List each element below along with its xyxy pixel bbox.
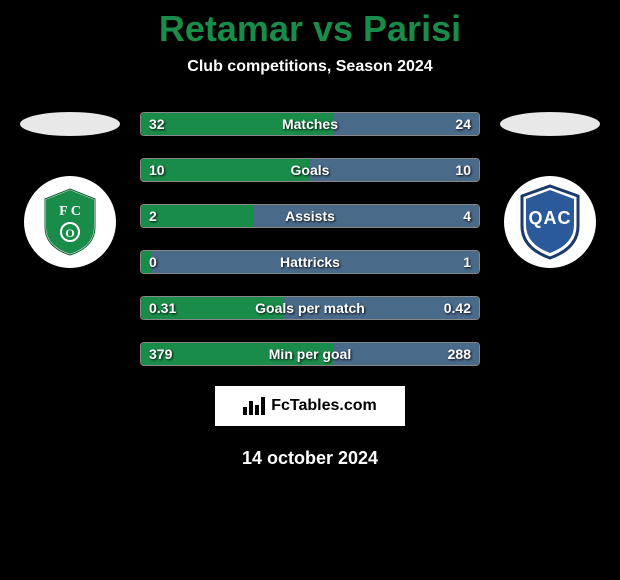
right-player-col: QAC [500, 112, 600, 268]
svg-text:QAC: QAC [529, 208, 572, 228]
stat-fill-left [141, 205, 253, 227]
fctables-logo-text: FcTables.com [271, 397, 377, 415]
stat-value-left: 0.31 [149, 300, 176, 316]
bar-chart-icon [243, 397, 265, 415]
stat-value-right: 4 [463, 208, 471, 224]
stat-value-left: 32 [149, 116, 165, 132]
stat-value-left: 379 [149, 346, 172, 362]
stat-value-right: 288 [448, 346, 471, 362]
left-player-ellipse [20, 112, 120, 136]
stat-label: Min per goal [269, 346, 351, 362]
stat-label: Hattricks [280, 254, 340, 270]
stat-bar-goals-per-match: 0.31 Goals per match 0.42 [140, 296, 480, 320]
right-club-badge: QAC [504, 176, 596, 268]
comparison-row: F C O 32 Matches 24 10 Goals 10 2 Assists 4 0 Hatt… [0, 112, 620, 366]
stat-bar-matches: 32 Matches 24 [140, 112, 480, 136]
match-title: Retamar vs Parisi [159, 8, 461, 50]
stat-label: Goals [291, 162, 330, 178]
competition-subtitle: Club competitions, Season 2024 [187, 58, 432, 76]
stat-bar-assists: 2 Assists 4 [140, 204, 480, 228]
stat-value-right: 1 [463, 254, 471, 270]
svg-text:F C: F C [59, 204, 81, 219]
stat-value-right: 24 [455, 116, 471, 132]
stat-value-right: 0.42 [444, 300, 471, 316]
stat-value-right: 10 [455, 162, 471, 178]
stat-fill-left [141, 159, 310, 181]
stat-bar-hattricks: 0 Hattricks 1 [140, 250, 480, 274]
stats-column: 32 Matches 24 10 Goals 10 2 Assists 4 0 Hattricks 1… [140, 112, 480, 366]
svg-text:O: O [65, 226, 74, 240]
stat-label: Assists [285, 208, 335, 224]
stat-value-left: 2 [149, 208, 157, 224]
stat-label: Matches [282, 116, 338, 132]
stat-bar-min-per-goal: 379 Min per goal 288 [140, 342, 480, 366]
ferro-crest-icon: F C O [40, 187, 100, 257]
stat-bar-goals: 10 Goals 10 [140, 158, 480, 182]
stat-value-left: 0 [149, 254, 157, 270]
fctables-logo: FcTables.com [215, 386, 405, 426]
stat-fill-right [310, 159, 479, 181]
stat-value-left: 10 [149, 162, 165, 178]
quilmes-crest-icon: QAC [514, 182, 586, 262]
left-player-col: F C O [20, 112, 120, 268]
left-club-badge: F C O [24, 176, 116, 268]
stat-label: Goals per match [255, 300, 365, 316]
right-player-ellipse [500, 112, 600, 136]
match-date: 14 october 2024 [242, 448, 378, 469]
